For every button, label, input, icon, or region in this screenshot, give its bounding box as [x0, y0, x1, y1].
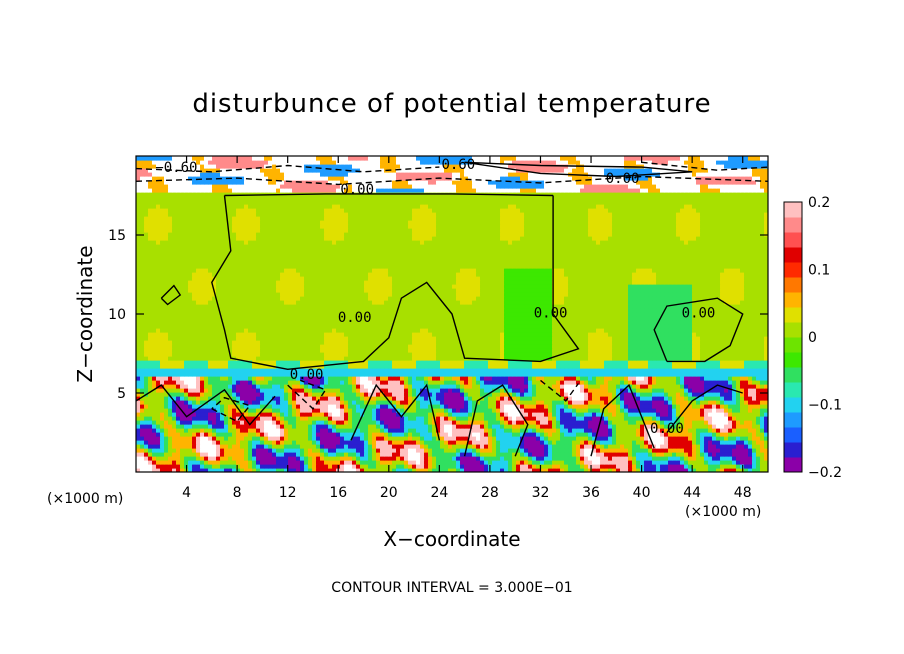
x-tick-label-16: 16 — [329, 485, 347, 501]
x-tick-label-48: 48 — [734, 485, 752, 501]
heatmap-field — [136, 156, 768, 472]
colorbar-label-1: 0.1 — [808, 263, 830, 279]
contour-label-3: 0.00 — [340, 182, 374, 198]
colorbar-swatch-0 — [784, 457, 802, 473]
x-axis-ticks: 4 8 12 16 20 24 28 32 36 40 44 48 — [182, 156, 752, 501]
x-tick-label-28: 28 — [481, 485, 499, 501]
colorbar-swatch-9 — [784, 322, 802, 338]
contour-label-4: 0.00 — [338, 310, 372, 326]
x-unit-left: (×1000 m) — [47, 491, 123, 507]
contour-label-5: 0.00 — [534, 305, 568, 321]
x-tick-label-8: 8 — [233, 485, 242, 501]
x-unit-right: (×1000 m) — [685, 504, 761, 520]
colorbar-swatch-11 — [784, 292, 802, 308]
colorbar-swatch-6 — [784, 367, 802, 383]
colorbar-swatch-3 — [784, 412, 802, 428]
contour-interval-note: CONTOUR INTERVAL = 3.000E−01 — [331, 580, 572, 596]
colorbar-swatch-13 — [784, 262, 802, 278]
colorbar-swatch-8 — [784, 337, 802, 353]
x-axis-label: X−coordinate — [383, 527, 520, 551]
contour-label-8: 0.00 — [650, 421, 684, 437]
y-tick-label-5: 5 — [117, 386, 126, 402]
x-tick-label-12: 12 — [279, 485, 297, 501]
x-tick-label-4: 4 — [182, 485, 191, 501]
contour-label-7: 0.00 — [290, 367, 324, 383]
y-axis-ticks: 5 10 15 — [108, 228, 768, 402]
colorbar-swatch-7 — [784, 352, 802, 368]
chart-title: disturbunce of potential temperature — [192, 89, 711, 119]
colorbar-label-2: 0 — [808, 330, 817, 346]
colorbar-swatch-12 — [784, 277, 802, 293]
y-tick-label-15: 15 — [108, 228, 126, 244]
x-tick-label-44: 44 — [683, 485, 701, 501]
x-tick-label-40: 40 — [633, 485, 651, 501]
colorbar-swatch-1 — [784, 442, 802, 458]
contour-label-0: −0.60 — [155, 160, 197, 176]
y-axis-label: Z−coordinate — [73, 245, 97, 382]
colorbar-label-3: −0.1 — [808, 398, 842, 414]
contour-label-1: 0.60 — [441, 157, 475, 173]
colorbar-label-4: −0.2 — [808, 465, 842, 481]
contour-lines — [136, 161, 768, 457]
colorbar-swatch-5 — [784, 382, 802, 398]
colorbar-swatch-4 — [784, 397, 802, 413]
colorbar-swatch-2 — [784, 427, 802, 443]
colorbar-swatch-17 — [784, 202, 802, 218]
colorbar-swatch-10 — [784, 307, 802, 323]
colorbar: 0.2 0.1 0 −0.1 −0.2 — [783, 195, 842, 481]
y-tick-label-10: 10 — [108, 307, 126, 323]
x-tick-label-36: 36 — [582, 485, 600, 501]
contour-label-2: 0.00 — [606, 171, 640, 187]
contour-labels: −0.60 0.60 0.00 0.00 0.00 0.00 0.00 0.00 0.00 — [155, 157, 715, 437]
colorbar-label-0: 0.2 — [808, 195, 830, 211]
x-tick-label-32: 32 — [532, 485, 550, 501]
x-tick-label-24: 24 — [430, 485, 448, 501]
colorbar-frame — [783, 201, 803, 473]
x-tick-label-20: 20 — [380, 485, 398, 501]
colorbar-swatch-16 — [784, 217, 802, 233]
contour-label-6: 0.00 — [682, 305, 716, 321]
colorbar-swatch-14 — [784, 247, 802, 263]
colorbar-swatch-15 — [784, 232, 802, 248]
